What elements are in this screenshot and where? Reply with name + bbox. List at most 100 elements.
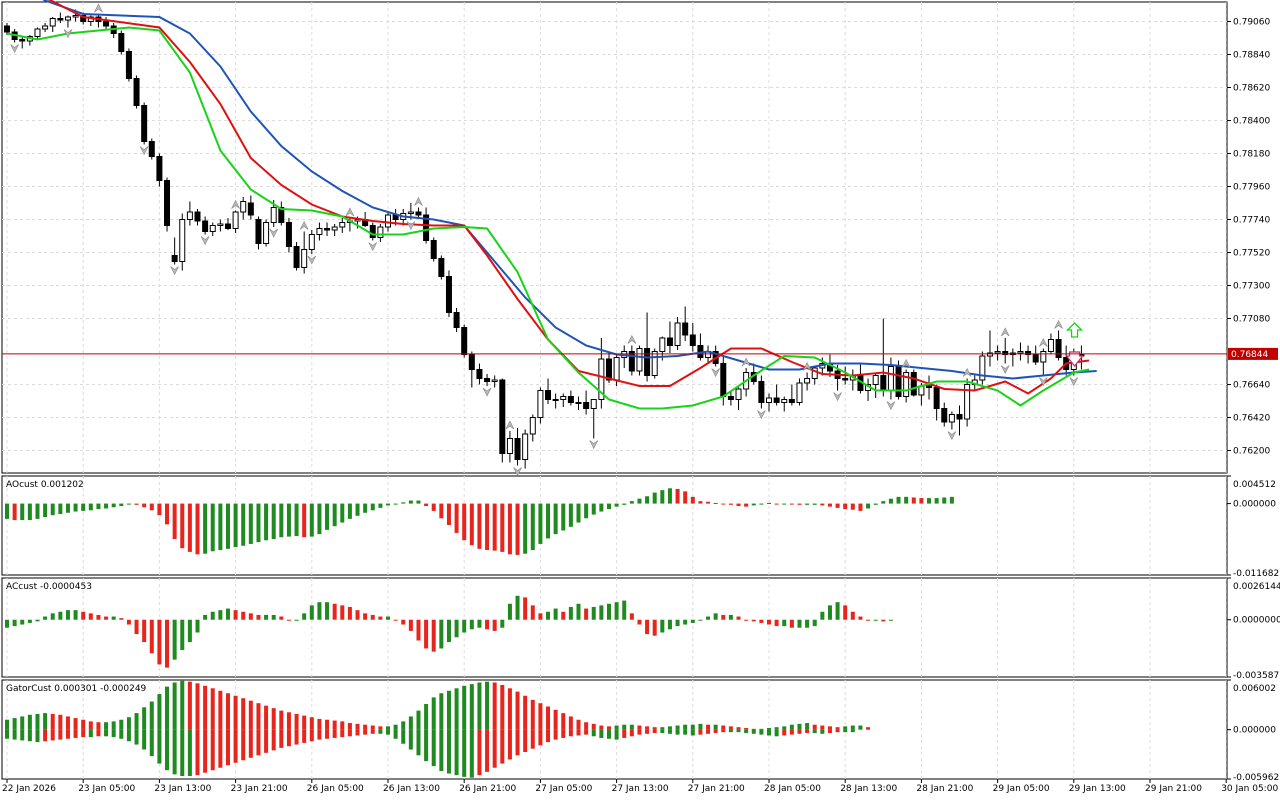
ac-bar xyxy=(317,602,322,620)
candle-body-bear xyxy=(926,385,933,388)
candle xyxy=(773,384,780,406)
candle xyxy=(575,396,582,410)
candle-body-bear xyxy=(293,246,300,268)
candle-body-bull xyxy=(766,397,772,403)
ac-bar xyxy=(96,614,101,620)
ao-bar xyxy=(881,501,886,504)
candle xyxy=(1047,333,1054,355)
candle xyxy=(331,224,338,236)
gator-upper-bar xyxy=(111,721,116,730)
gator-lower-bar xyxy=(256,729,261,756)
gator-lower-bar xyxy=(454,729,459,776)
ac-bar xyxy=(469,619,474,630)
ac-bar xyxy=(104,616,109,620)
candle xyxy=(697,333,704,361)
gator-upper-bar xyxy=(629,724,634,730)
candle xyxy=(49,17,56,32)
gator-lower-bar xyxy=(774,729,779,737)
ac-bar xyxy=(485,619,490,630)
ao-bar xyxy=(325,503,330,530)
ac-bar xyxy=(126,619,131,625)
ac-y-tick-label: -0.0035877 xyxy=(1233,671,1280,681)
candle-body-bull xyxy=(270,207,277,223)
candle-body-bull xyxy=(872,375,879,385)
x-tick-label: 26 Jan 13:00 xyxy=(383,784,440,794)
candle-body-bear xyxy=(468,354,475,370)
gator-upper-bar xyxy=(256,703,261,730)
ao-bar xyxy=(706,501,711,504)
gator-lower-bar xyxy=(325,729,330,739)
candle-body-bear xyxy=(727,396,734,400)
ao-bar xyxy=(561,503,566,531)
gator-upper-bar xyxy=(355,723,360,730)
fractal-down-arrow xyxy=(10,44,19,54)
gator-lower-bar xyxy=(462,729,467,777)
candle-body-bear xyxy=(430,240,437,259)
ac-bar xyxy=(568,606,573,620)
candle-body-bull xyxy=(735,388,742,400)
gator-upper-bar xyxy=(645,726,650,730)
fractal-down-arrow xyxy=(513,467,522,477)
candle xyxy=(186,201,193,226)
gator-lower-bar xyxy=(96,729,101,737)
ac-bar xyxy=(325,602,330,620)
ac-bar xyxy=(142,619,147,643)
candle xyxy=(590,399,597,439)
ao-bar xyxy=(279,503,284,538)
gator-lower-bar xyxy=(279,729,284,748)
ac-bar xyxy=(43,616,48,620)
gator-upper-bar xyxy=(591,723,596,730)
candle xyxy=(484,374,491,386)
gator-lower-bar xyxy=(340,729,345,738)
ac-bar xyxy=(218,610,223,620)
candle xyxy=(194,209,201,226)
ac-bar xyxy=(789,619,794,628)
gator-lower-bar xyxy=(599,729,604,738)
gator-upper-bar xyxy=(58,714,63,730)
gator-upper-bar xyxy=(576,719,581,730)
candle xyxy=(735,387,742,410)
ac-bar xyxy=(88,613,93,620)
gator-upper-bar xyxy=(736,727,741,730)
gator-upper-bar xyxy=(5,719,9,730)
candle xyxy=(682,306,689,341)
gator-lower-bar xyxy=(523,729,528,753)
gator-upper-bar xyxy=(218,690,223,730)
fractal-up-arrow xyxy=(1000,327,1010,337)
ao-bar xyxy=(332,503,337,527)
gator-lower-bar xyxy=(119,729,124,739)
gator-upper-bar xyxy=(279,710,284,730)
ac-bar xyxy=(690,619,695,623)
y-tick-label: 0.79060 xyxy=(1233,18,1270,28)
ac-bar xyxy=(683,619,688,625)
candle xyxy=(156,153,163,187)
gator-lower-bar xyxy=(485,729,490,772)
ac-bar xyxy=(888,619,893,621)
candle-body-bear xyxy=(461,327,468,355)
candle-body-bear xyxy=(118,33,125,52)
candle xyxy=(651,348,658,379)
gator-lower-bar xyxy=(584,729,589,735)
ac-bar xyxy=(35,619,40,622)
gator-upper-bar xyxy=(713,724,718,730)
ao-bar xyxy=(797,503,802,505)
gator-lower-bar xyxy=(50,729,55,741)
gator-upper-bar xyxy=(180,680,185,730)
ao-bar xyxy=(363,503,368,513)
ac-bar xyxy=(652,619,657,636)
candle xyxy=(941,402,948,427)
ao-bar xyxy=(241,503,246,546)
candle-body-bear xyxy=(720,363,727,397)
candle-body-bear xyxy=(324,228,331,231)
ao-bar xyxy=(576,503,581,523)
ao-bar xyxy=(302,503,307,538)
ao-bar xyxy=(195,503,200,555)
fractal-up-arrow xyxy=(94,3,103,13)
candle xyxy=(148,138,155,160)
ao-bar xyxy=(317,503,322,535)
candle xyxy=(110,23,117,38)
candle-body-bull xyxy=(651,351,658,376)
gator-lower-bar xyxy=(81,729,86,738)
